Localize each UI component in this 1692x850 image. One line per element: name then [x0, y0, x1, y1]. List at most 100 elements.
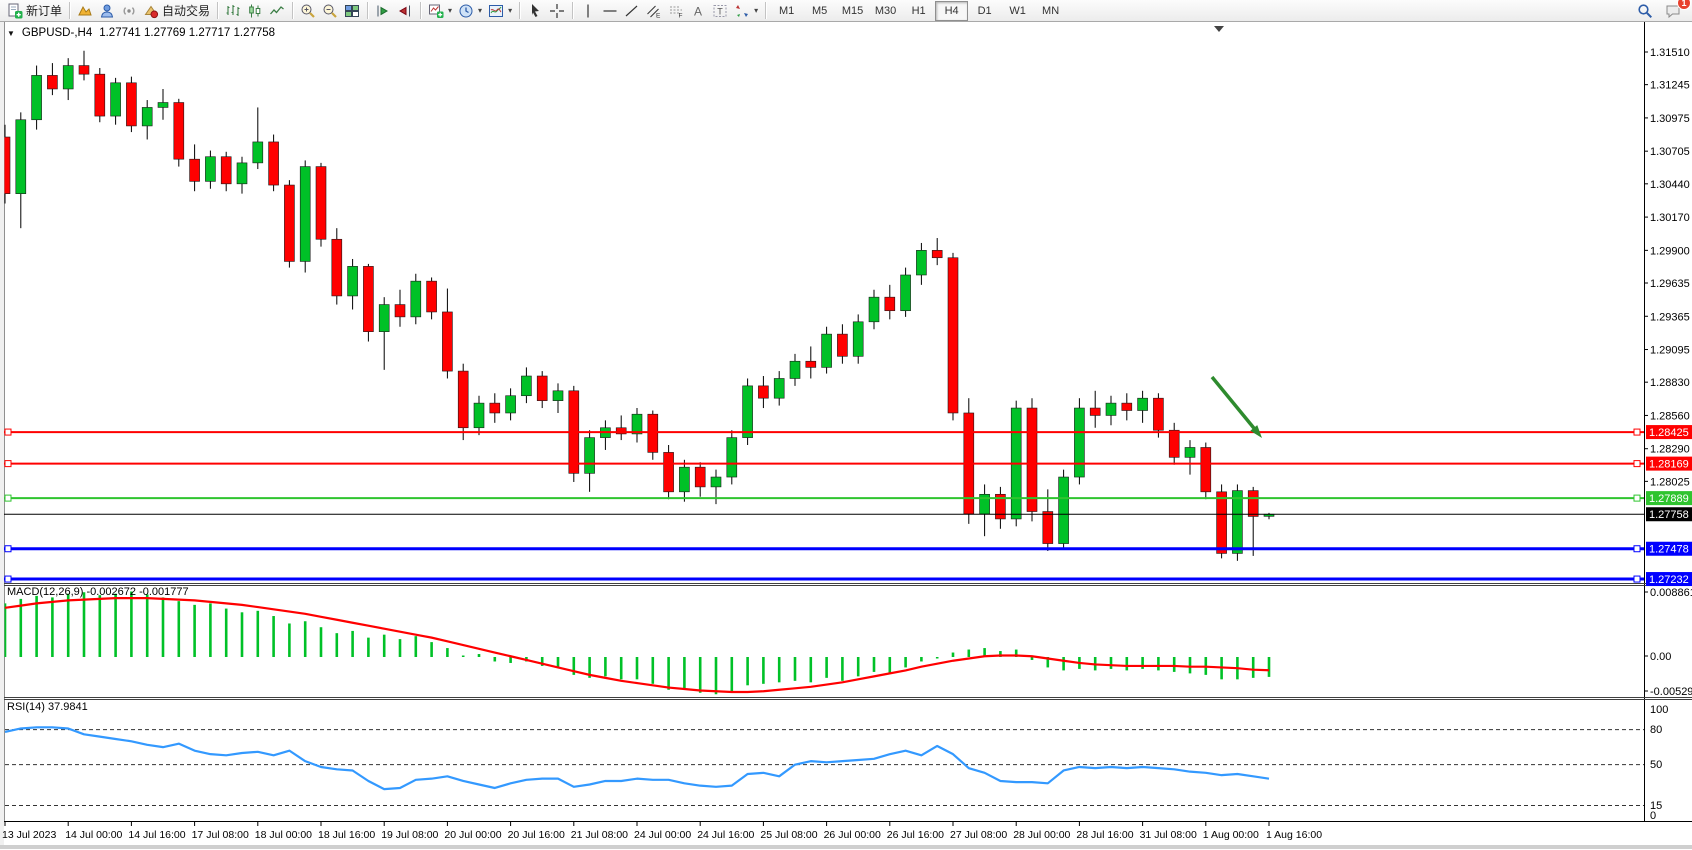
candle — [78, 50, 90, 81]
signals-button[interactable] — [118, 0, 140, 22]
price-tag — [1646, 491, 1692, 506]
timeframe-d1-button[interactable]: D1 — [977, 4, 992, 17]
candlestick-chart-button[interactable] — [244, 0, 266, 22]
timeframe-w1-button[interactable]: W1 — [1009, 4, 1026, 17]
time-tick-label: 13 Jul 2023 — [2, 829, 56, 841]
horizontal-lines: 1.28425 1.28169 1.27889 1.27758 1.27478 1.272… — [4, 425, 1692, 587]
time-tick-label: 20 Jul 16:00 — [508, 829, 565, 841]
notifications: 1 — [1662, 0, 1691, 22]
periods-dropdown-caret-icon[interactable]: ▾ — [478, 6, 483, 15]
vertical-line-button[interactable] — [577, 0, 599, 22]
zoom-in-button[interactable] — [297, 0, 319, 22]
timeframe-m15-button[interactable]: M15 — [841, 4, 864, 17]
candle — [1200, 442, 1212, 500]
text-button[interactable]: A — [687, 0, 709, 22]
zoom-out-button[interactable] — [319, 0, 341, 22]
candle — [363, 263, 374, 342]
toolbar-separator — [367, 2, 369, 19]
market-watch-icon — [77, 3, 93, 19]
price-axis[interactable]: 1.31510 1.31245 1.30975 1.30705 1.30440 1.301… — [1644, 47, 1690, 488]
candle — [837, 324, 848, 364]
auto-scroll-icon — [375, 3, 391, 19]
templates-button[interactable]: ▾ — [485, 0, 515, 22]
new-order-label: 新订单 — [26, 4, 63, 18]
price-tick-label: 1.31245 — [1650, 80, 1690, 92]
candle — [442, 288, 453, 379]
auto-trading-label: 自动交易 — [162, 4, 211, 18]
indicators-button[interactable]: ▾ — [425, 0, 455, 22]
timeframe-m5-button[interactable]: M5 — [811, 4, 828, 17]
chart-canvas[interactable]: 1.28425 1.28169 1.27889 1.27758 1.27478 1.272… — [0, 22, 1692, 849]
time-axis[interactable]: 13 Jul 2023 14 Jul 00:00 14 Jul 16:00 17 Ju… — [2, 821, 1322, 841]
arrows-dropdown-caret-icon[interactable]: ▾ — [754, 6, 759, 15]
trend-arrow[interactable] — [1210, 375, 1258, 432]
macd-axis-label: -0.005294 — [1650, 686, 1692, 698]
price-tick-label: 1.28560 — [1650, 410, 1690, 422]
bar-chart-button[interactable] — [222, 0, 244, 22]
new-order-button[interactable]: 新订单 — [4, 0, 65, 22]
line-chart-button[interactable] — [266, 0, 288, 22]
text-label-button[interactable]: T — [709, 0, 731, 22]
candle — [457, 363, 469, 441]
search-button[interactable] — [1634, 0, 1656, 22]
candle — [236, 156, 248, 194]
candlestick-series — [4, 50, 1275, 561]
candle — [331, 228, 343, 305]
equidistant-channel-button[interactable]: E — [643, 0, 665, 22]
periods-button[interactable]: ▾ — [455, 0, 485, 22]
price-tick-label: 1.30975 — [1650, 113, 1690, 125]
timeframe-m30-button[interactable]: M30 — [874, 4, 897, 17]
toolbar-separator — [572, 2, 574, 19]
time-tick-label: 24 Jul 16:00 — [697, 829, 754, 841]
arrows-button[interactable]: ▾ — [731, 0, 761, 22]
svg-text:F: F — [679, 12, 683, 19]
chart-shift-button[interactable] — [394, 0, 416, 22]
auto-scroll-button[interactable] — [372, 0, 394, 22]
timeframe-h4-button[interactable]: H4 — [935, 0, 969, 21]
candle — [15, 112, 27, 229]
price-tick-label: 1.30440 — [1650, 179, 1690, 191]
navigator-icon — [99, 3, 115, 19]
hline-1.27232[interactable]: 1.27232 — [4, 572, 1692, 587]
price-tag — [1646, 425, 1692, 440]
timeframe-mn-button[interactable]: MN — [1042, 4, 1060, 17]
candle — [505, 388, 516, 421]
candlestick-chart-icon — [247, 3, 263, 19]
chart-window[interactable]: 1.28425 1.28169 1.27889 1.27758 1.27478 1.272… — [0, 22, 1692, 849]
horizontal-line-button[interactable] — [599, 0, 621, 22]
navigator-button[interactable] — [96, 0, 118, 22]
crosshair-button[interactable] — [546, 0, 568, 22]
hline-1.27478[interactable]: 1.27478 — [4, 541, 1692, 556]
cursor-button[interactable] — [524, 0, 546, 22]
indicators-dropdown-caret-icon[interactable]: ▾ — [448, 6, 453, 15]
timeframe-h1-button[interactable]: H1 — [911, 4, 926, 17]
candle — [1058, 469, 1069, 549]
hline-1.28169[interactable]: 1.28169 — [4, 456, 1692, 471]
rsi-indicator: 100 80 50 150 — [4, 704, 1668, 822]
candle — [31, 65, 42, 130]
candle — [1121, 393, 1133, 421]
hline-1.28425[interactable]: 1.28425 — [4, 425, 1692, 440]
tile-windows-icon — [344, 3, 360, 19]
trendline-button[interactable] — [621, 0, 643, 22]
candle — [173, 98, 185, 167]
current-price-line-1.27758[interactable]: 1.27758 — [4, 507, 1692, 522]
macd-axis-label: 0.008861 — [1650, 587, 1692, 599]
time-tick-label: 18 Jul 16:00 — [318, 829, 375, 841]
candle — [299, 160, 311, 273]
candle — [947, 252, 959, 421]
hline-1.27889[interactable]: 1.27889 — [4, 491, 1692, 506]
templates-dropdown-caret-icon[interactable]: ▾ — [508, 6, 513, 15]
price-tick-label: 1.28290 — [1650, 444, 1690, 456]
toolbar-separator — [217, 2, 219, 19]
candle — [378, 297, 390, 370]
time-tick-label: 28 Jul 16:00 — [1076, 829, 1133, 841]
fibonacci-button[interactable]: F — [665, 0, 687, 22]
timeframe-m1-button[interactable]: M1 — [778, 4, 795, 17]
market-watch-button[interactable] — [74, 0, 96, 22]
crosshair-icon — [549, 3, 565, 19]
chart-shift-icon — [397, 3, 413, 19]
tile-windows-button[interactable] — [341, 0, 363, 22]
auto-trading-button[interactable]: 自动交易 — [140, 0, 213, 22]
macd-signal-line — [4, 597, 1270, 694]
